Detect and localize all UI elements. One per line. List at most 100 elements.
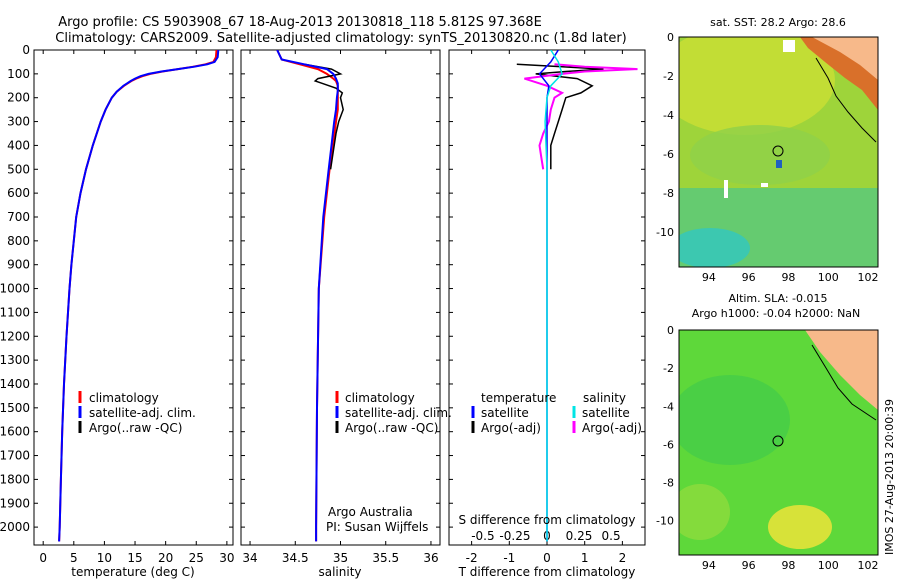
x-tick-label: 15 bbox=[127, 551, 142, 565]
sst-missing-pixel bbox=[783, 40, 795, 52]
depth-tick-label: 1300 bbox=[0, 353, 30, 367]
timestamp-label: IMOS 27-Aug-2013 20:00:39 bbox=[883, 399, 896, 555]
depth-tick-label: 600 bbox=[7, 186, 30, 200]
sla-map-title: Altim. SLA: -0.015 bbox=[728, 292, 827, 305]
map-y-tick-label: 0 bbox=[667, 324, 674, 337]
temperature-xlabel: temperature (deg C) bbox=[71, 565, 194, 579]
x-tick-label: 25 bbox=[189, 551, 204, 565]
depth-tick-label: 100 bbox=[7, 67, 30, 81]
x-tick-label: -1 bbox=[503, 551, 515, 565]
map-x-tick-label: 98 bbox=[781, 559, 795, 572]
map-y-tick-label: -2 bbox=[663, 362, 674, 375]
sst-map-frame bbox=[678, 36, 879, 268]
map-y-tick-label: -4 bbox=[663, 400, 674, 413]
x-tick-label: 2 bbox=[619, 551, 627, 565]
legend-title-temperature: temperature bbox=[481, 391, 556, 405]
diff-salinity-argo-line bbox=[524, 63, 638, 170]
x-tick-label: 10 bbox=[97, 551, 112, 565]
depth-tick-label: 1900 bbox=[0, 496, 30, 510]
map-x-tick-label: 100 bbox=[818, 559, 839, 572]
header-line-2: Climatology: CARS2009. Satellite-adjuste… bbox=[55, 31, 627, 46]
top-tick-label: -0.25 bbox=[499, 529, 530, 543]
depth-tick-label: 0 bbox=[22, 43, 30, 57]
depth-tick-label: 1400 bbox=[0, 377, 30, 391]
x-tick-label: 5 bbox=[70, 551, 78, 565]
x-tick-label: 1 bbox=[581, 551, 589, 565]
top-tick-label: 0.5 bbox=[602, 529, 621, 543]
x-tick-label: -2 bbox=[466, 551, 478, 565]
sst-missing-pixel bbox=[761, 183, 768, 187]
map-y-tick-label: -8 bbox=[663, 187, 674, 200]
map-y-tick-label: -6 bbox=[663, 438, 674, 451]
map-x-tick-label: 100 bbox=[818, 271, 839, 284]
legend-label-t-argo: Argo(-adj) bbox=[481, 421, 541, 435]
map-x-tick-label: 94 bbox=[702, 271, 716, 284]
diff-salinity-satellite-line bbox=[544, 50, 563, 542]
sst-cold-patch bbox=[679, 228, 750, 267]
temperature-axes bbox=[33, 49, 234, 546]
x-tick-label: 36 bbox=[423, 551, 438, 565]
top-tick-label: -0.5 bbox=[471, 529, 494, 543]
x-tick-label: 30 bbox=[219, 551, 234, 565]
depth-tick-label: 1800 bbox=[0, 472, 30, 486]
sla-argo-marker bbox=[772, 435, 784, 447]
salinity-axes bbox=[240, 49, 441, 546]
sst-mid-patch bbox=[690, 125, 830, 185]
sla-peak-patch bbox=[768, 505, 832, 549]
map-y-tick-label: -6 bbox=[663, 148, 674, 161]
map-y-tick-label: -10 bbox=[656, 226, 674, 239]
sst-cold-pixel bbox=[776, 160, 782, 168]
depth-tick-label: 200 bbox=[7, 91, 30, 105]
difference-xlabel: T difference from climatology bbox=[458, 565, 636, 579]
depth-tick-label: 900 bbox=[7, 258, 30, 272]
depth-tick-label: 800 bbox=[7, 234, 30, 248]
x-tick-label: 34 bbox=[242, 551, 257, 565]
x-tick-label: 35 bbox=[333, 551, 348, 565]
sla-low-patch bbox=[679, 375, 790, 465]
map-y-tick-label: -8 bbox=[663, 477, 674, 490]
legend-title-salinity: salinity bbox=[583, 391, 626, 405]
map-x-tick-label: 94 bbox=[702, 559, 716, 572]
salinity-annotation-line-1: Argo Australia bbox=[328, 505, 413, 519]
salinity-climatology-line bbox=[276, 50, 339, 542]
salinity-argo-line bbox=[304, 63, 344, 170]
depth-tick-label: 400 bbox=[7, 138, 30, 152]
sla-land bbox=[805, 330, 878, 410]
salinity-xlabel: salinity bbox=[318, 565, 361, 579]
depth-tick-label: 2000 bbox=[0, 520, 30, 534]
sst-argo-marker bbox=[772, 145, 784, 157]
axis-ticks: 0100200300400500600700800900100011001200… bbox=[0, 31, 879, 572]
depth-tick-label: 1200 bbox=[0, 329, 30, 343]
sla-map-field bbox=[679, 330, 878, 555]
legend-label-s-argo: Argo(-adj) bbox=[582, 421, 642, 435]
depth-tick-label: 1500 bbox=[0, 401, 30, 415]
sst-land bbox=[812, 37, 878, 80]
sst-warm-patch bbox=[679, 37, 835, 135]
legend-label-climatology: climatology bbox=[345, 391, 415, 405]
map-x-tick-label: 102 bbox=[858, 559, 879, 572]
difference-top-label: S difference from climatology bbox=[459, 513, 636, 527]
diff-temperature-argo-line bbox=[516, 63, 604, 170]
depth-tick-label: 700 bbox=[7, 210, 30, 224]
depth-tick-label: 1100 bbox=[0, 305, 30, 319]
map-y-tick-label: -2 bbox=[663, 70, 674, 83]
map-x-tick-label: 96 bbox=[742, 271, 756, 284]
x-tick-label: 20 bbox=[158, 551, 173, 565]
legend-label-s-satellite: satellite bbox=[582, 406, 630, 420]
map-y-tick-label: 0 bbox=[667, 31, 674, 44]
sla-high-patch bbox=[679, 484, 730, 540]
legend-label-t-satellite: satellite bbox=[481, 406, 529, 420]
map-x-tick-label: 96 bbox=[742, 559, 756, 572]
legend-label-satellite: satellite-adj. clim. bbox=[89, 406, 196, 420]
x-tick-label: 0 bbox=[543, 551, 551, 565]
sst-map-title: sat. SST: 28.2 Argo: 28.6 bbox=[710, 16, 846, 29]
sla-coastline bbox=[811, 344, 877, 421]
difference-legend: temperature salinity satellite Argo(-adj… bbox=[471, 391, 642, 435]
header-line-1: Argo profile: CS 5903908_67 18-Aug-2013 … bbox=[58, 15, 542, 30]
temperature-satellite-line bbox=[58, 50, 220, 542]
salinity-legend: climatology satellite-adj. clim. Argo(..… bbox=[335, 391, 452, 435]
depth-tick-label: 1000 bbox=[0, 282, 30, 296]
top-tick-label: 0.25 bbox=[566, 529, 593, 543]
map-y-tick-label: -4 bbox=[663, 109, 674, 122]
